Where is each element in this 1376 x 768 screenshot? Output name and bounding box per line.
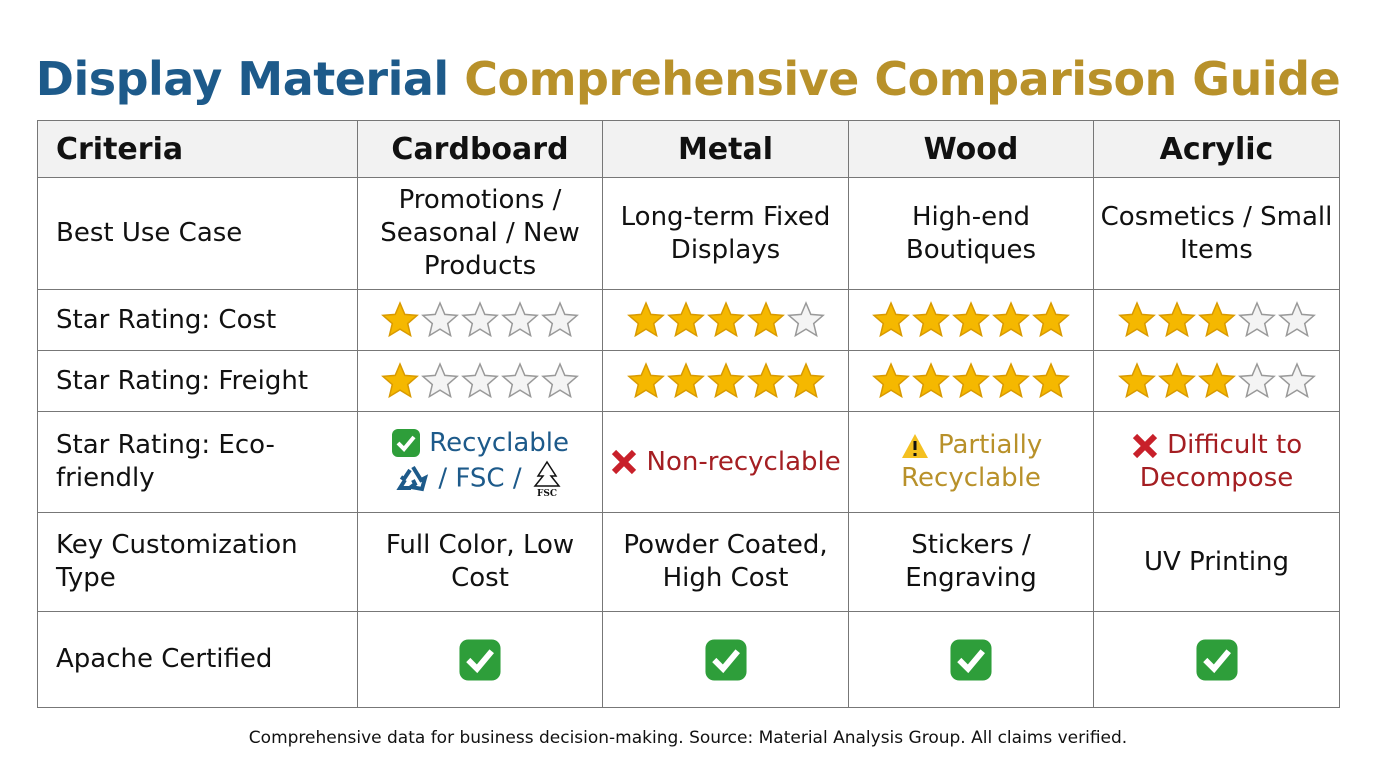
star-rating — [381, 362, 579, 399]
cross-icon — [1132, 433, 1158, 458]
eco-text: / FSC / — [438, 463, 522, 493]
star-rating — [872, 362, 1070, 399]
row-label-text: Star Rating: Eco-friendly — [56, 430, 275, 493]
star-filled — [746, 362, 785, 399]
cell: Cosmetics / Small Items — [1093, 177, 1340, 290]
star-filled — [1197, 362, 1236, 399]
cell: Full Color, Low Cost — [357, 512, 603, 612]
star-filled — [1197, 301, 1236, 338]
star-filled — [626, 362, 665, 399]
cell: Recyclable / FSC / FSC — [357, 411, 603, 513]
star-filled — [872, 362, 910, 399]
check-icon — [950, 638, 992, 681]
title-part: Comprehensive Comparison Guide — [464, 52, 1341, 106]
star-rating — [626, 362, 825, 399]
star-empty — [501, 301, 539, 338]
star-filled — [381, 362, 419, 399]
star-empty — [786, 301, 825, 338]
cell: Partially Recyclable — [848, 411, 1094, 513]
star-empty — [1277, 362, 1316, 399]
star-filled — [666, 362, 705, 399]
row-label: Star Rating: Cost — [37, 289, 358, 351]
star-filled — [1032, 301, 1070, 338]
star-filled — [1032, 362, 1070, 399]
star-filled — [626, 301, 665, 338]
cell: Powder Coated, High Cost — [602, 512, 849, 612]
star-filled — [912, 362, 950, 399]
cell: Difficult to Decompose — [1093, 411, 1340, 513]
col-header: Cardboard — [357, 120, 603, 178]
star-rating — [1117, 362, 1316, 399]
cell: Non-recyclable — [602, 411, 849, 513]
cell: High-end Boutiques — [848, 177, 1094, 290]
star-empty — [1277, 301, 1316, 338]
cell: Long-term Fixed Displays — [602, 177, 849, 290]
cell: UV Printing — [1093, 512, 1340, 612]
title-part: Display Material — [35, 52, 449, 106]
star-filled — [1117, 362, 1156, 399]
row-label: Star Rating: Freight — [37, 350, 358, 412]
star-filled — [872, 301, 910, 338]
comparison-table: Criteria Cardboard Metal Wood Acrylic Best U… — [37, 120, 1340, 708]
star-filled — [786, 362, 825, 399]
col-header: Acrylic — [1093, 120, 1340, 178]
star-empty — [541, 301, 579, 338]
star-rating — [626, 301, 825, 338]
eco-text: Difficult to Decompose — [1139, 430, 1303, 493]
star-filled — [1157, 301, 1196, 338]
row-label: Apache Certified — [37, 611, 358, 708]
star-empty — [461, 301, 499, 338]
footer: Comprehensive data for business decision… — [248, 728, 1128, 748]
star-filled — [746, 301, 785, 338]
star-empty — [461, 362, 499, 399]
check-icon — [459, 638, 501, 681]
title: Display Material Comprehensive Compariso… — [0, 52, 1376, 106]
star-rating — [872, 301, 1070, 338]
eco-text: Partially Recyclable — [901, 430, 1043, 493]
check-icon — [1195, 638, 1238, 681]
star-empty — [421, 301, 459, 338]
row-label: Star Rating: Eco-friendly — [37, 411, 358, 513]
cell: Promotions / Seasonal / New Products — [357, 177, 603, 290]
star-filled — [706, 362, 745, 399]
star-rating — [381, 301, 579, 338]
star-empty — [1237, 362, 1276, 399]
eco-text: Non-recyclable — [646, 446, 841, 477]
col-header: Criteria — [37, 120, 358, 178]
check-icon — [391, 429, 420, 457]
star-filled — [912, 301, 950, 338]
warning-icon — [901, 433, 928, 458]
star-empty — [421, 362, 459, 399]
cell: Stickers / Engraving — [848, 512, 1094, 612]
star-filled — [666, 301, 705, 338]
star-filled — [952, 362, 990, 399]
star-filled — [992, 362, 1030, 399]
star-filled — [1157, 362, 1196, 399]
check-icon — [704, 638, 747, 681]
eco-text: Recyclable — [429, 427, 569, 458]
row-label-text: Key Customization Type — [56, 530, 298, 593]
recycle-icon — [396, 465, 429, 491]
star-empty — [1237, 301, 1276, 338]
cross-icon — [612, 449, 637, 475]
star-filled — [952, 301, 990, 338]
star-filled — [1117, 301, 1156, 338]
row-label: Key Customization Type — [37, 512, 358, 612]
fsc-logo: FSC — [533, 460, 561, 499]
star-filled — [706, 301, 745, 338]
fsc-text: FSC — [537, 489, 557, 498]
star-filled — [992, 301, 1030, 338]
star-filled — [381, 301, 419, 338]
star-empty — [501, 362, 539, 399]
star-rating — [1117, 301, 1316, 338]
col-header: Wood — [848, 120, 1094, 178]
col-header: Metal — [602, 120, 849, 178]
row-label: Best Use Case — [37, 177, 358, 290]
star-empty — [541, 362, 579, 399]
